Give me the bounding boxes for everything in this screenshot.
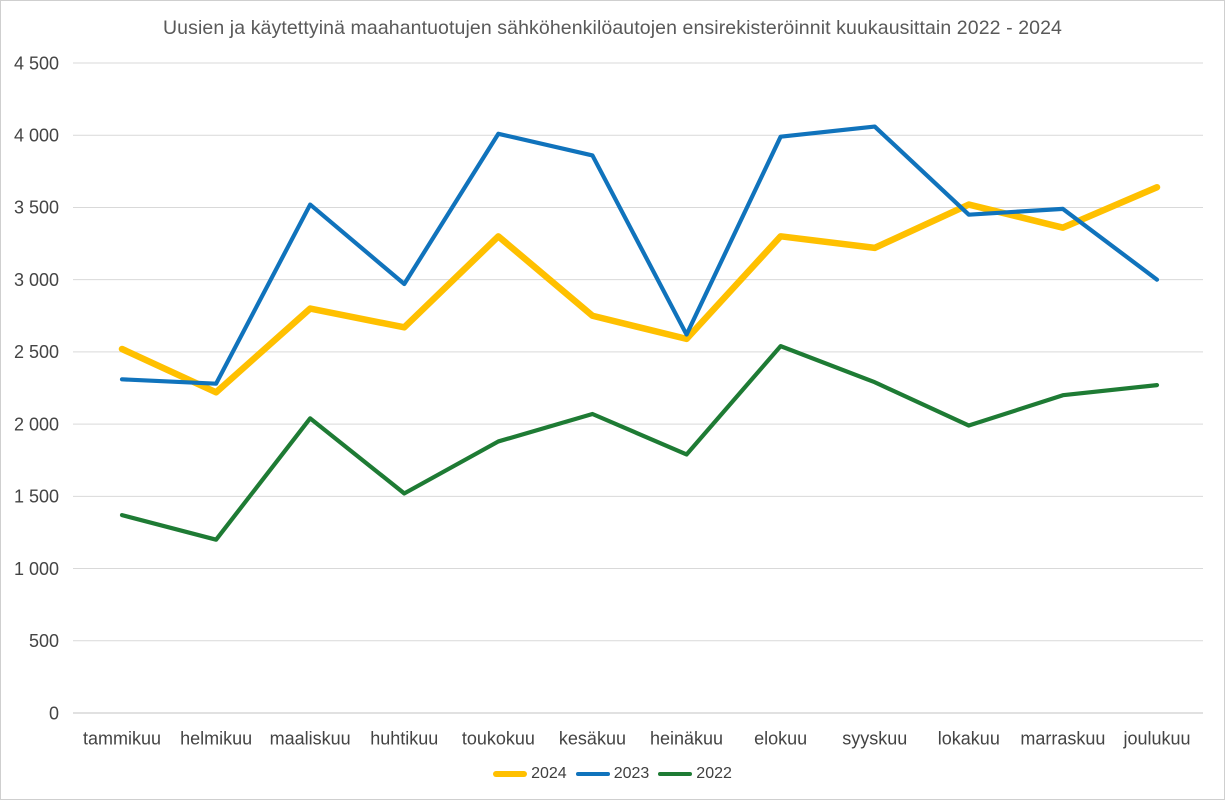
x-tick-label: maaliskuu [270, 728, 351, 748]
y-tick-label: 4 000 [14, 126, 59, 146]
y-tick-label: 0 [49, 703, 59, 723]
y-tick-label: 2 000 [14, 414, 59, 434]
x-tick-label: syyskuu [842, 728, 907, 748]
x-tick-label: heinäkuu [650, 728, 723, 748]
x-tick-label: toukokuu [462, 728, 535, 748]
series-line-2023 [119, 124, 1160, 386]
x-tick-label: joulukuu [1122, 728, 1190, 748]
y-tick-label: 1 000 [14, 559, 59, 579]
series-line-2024 [118, 183, 1161, 396]
chart-legend: 2024 2023 2022 [1, 763, 1224, 785]
legend-label-2024: 2024 [531, 765, 567, 782]
x-tick-label: tammikuu [83, 728, 161, 748]
legend-swatch-2024 [493, 770, 528, 778]
legend-swatch-2023 [575, 771, 610, 777]
series-line-2022 [119, 344, 1160, 542]
chart-title: Uusien ja käytettyinä maahantuotujen säh… [162, 17, 1062, 39]
x-tick-label: lokakuu [938, 728, 1000, 748]
y-tick-label: 3 000 [14, 270, 59, 290]
y-tick-label: 1 500 [14, 487, 59, 507]
legend-item-2022: 2022 [658, 765, 732, 783]
y-tick-label: 3 500 [14, 198, 59, 218]
y-tick-label: 4 500 [14, 53, 59, 73]
x-tick-label: kesäkuu [559, 728, 626, 748]
x-tick-label: marraskuu [1020, 728, 1105, 748]
x-tick-label: elokuu [754, 728, 807, 748]
y-tick-label: 500 [29, 631, 59, 651]
x-tick-label: helmikuu [180, 728, 252, 748]
x-tick-label: huhtikuu [370, 728, 438, 748]
legend-swatch-2022 [658, 771, 693, 777]
legend-label-2022: 2022 [696, 765, 732, 782]
legend-item-2023: 2023 [575, 765, 650, 783]
legend-item-2024: 2024 [493, 765, 567, 783]
legend-label-2023: 2023 [613, 765, 650, 782]
y-tick-label: 2 500 [14, 342, 59, 362]
